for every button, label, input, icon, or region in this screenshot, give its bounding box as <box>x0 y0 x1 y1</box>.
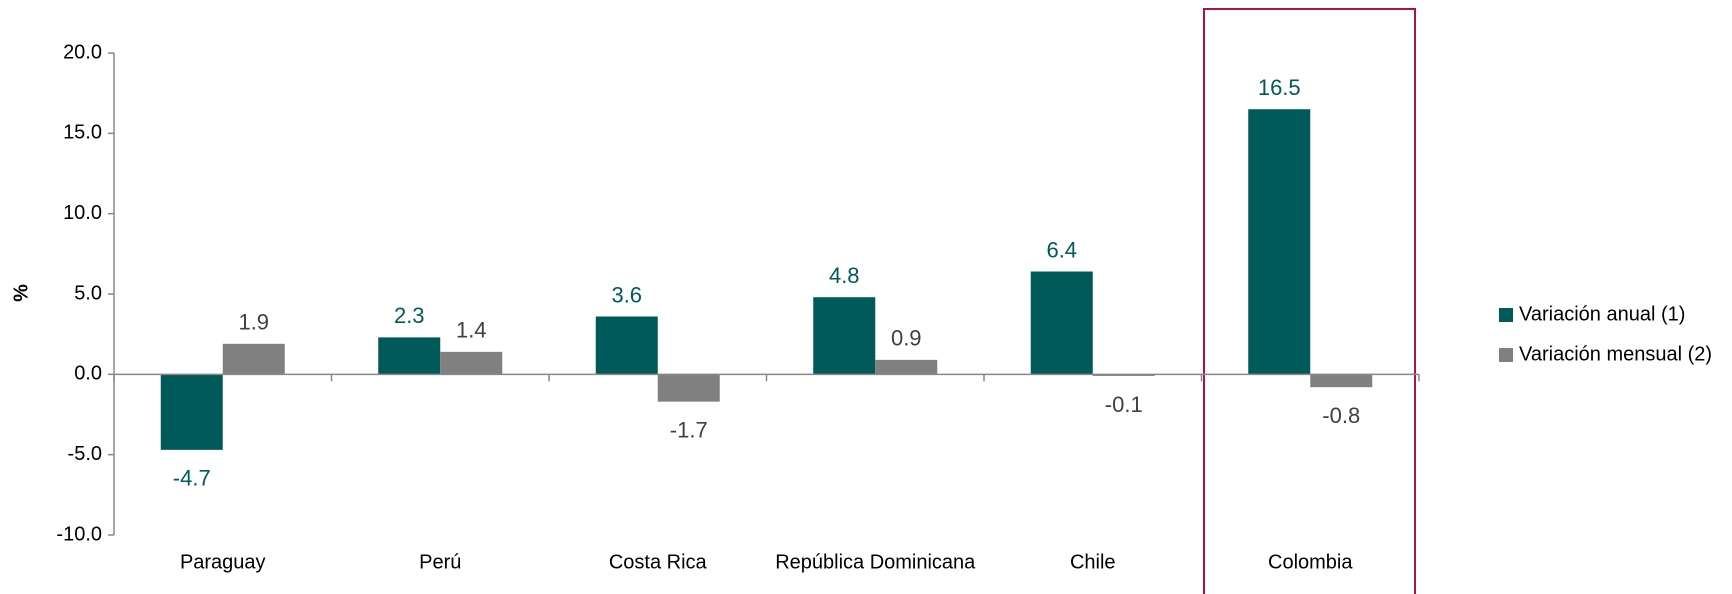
value-label: -4.7 <box>173 466 211 491</box>
x-tick-label: República Dominicana <box>775 551 976 573</box>
legend-label: Variación anual (1) <box>1519 303 1685 325</box>
highlight-box <box>1203 8 1416 594</box>
bar <box>595 316 658 375</box>
y-tick-label: 10.0 <box>63 202 102 224</box>
value-label: 1.9 <box>238 310 269 335</box>
value-label: 16.5 <box>1258 75 1301 100</box>
value-label: 6.4 <box>1046 237 1077 262</box>
x-tick-label: Colombia <box>1268 551 1353 573</box>
bar <box>657 374 720 402</box>
y-tick-label: 5.0 <box>74 282 102 304</box>
bar <box>222 343 285 375</box>
x-tick-label: Perú <box>419 551 461 573</box>
x-tick-label: Costa Rica <box>609 551 708 573</box>
legend-swatch <box>1499 308 1513 322</box>
bar <box>160 374 223 450</box>
bar <box>875 359 938 375</box>
x-tick-label: Chile <box>1070 551 1116 573</box>
value-label: 4.8 <box>829 263 860 288</box>
bar <box>813 297 876 375</box>
y-tick-label: 15.0 <box>63 122 102 144</box>
bar <box>440 351 503 375</box>
y-tick-label: -5.0 <box>68 443 102 465</box>
bar <box>1248 109 1311 375</box>
bar <box>1030 271 1093 375</box>
bar <box>378 337 441 375</box>
y-tick-label: 20.0 <box>63 41 102 63</box>
bar <box>1310 374 1373 388</box>
y-tick-label: 0.0 <box>74 363 102 385</box>
legend-label: Variación mensual (2) <box>1519 343 1712 365</box>
value-label: 1.4 <box>456 318 487 343</box>
y-axis-label: % <box>10 284 32 302</box>
value-label: -0.1 <box>1105 392 1143 417</box>
value-label: 0.9 <box>891 326 922 351</box>
x-tick-label: Paraguay <box>180 551 266 573</box>
value-label: -1.7 <box>670 417 708 442</box>
value-label: 3.6 <box>611 282 642 307</box>
value-label: 2.3 <box>394 303 425 328</box>
bar <box>1092 374 1155 376</box>
legend-swatch <box>1499 348 1513 362</box>
y-tick-label: -10.0 <box>56 523 102 545</box>
value-label: -0.8 <box>1322 403 1360 428</box>
